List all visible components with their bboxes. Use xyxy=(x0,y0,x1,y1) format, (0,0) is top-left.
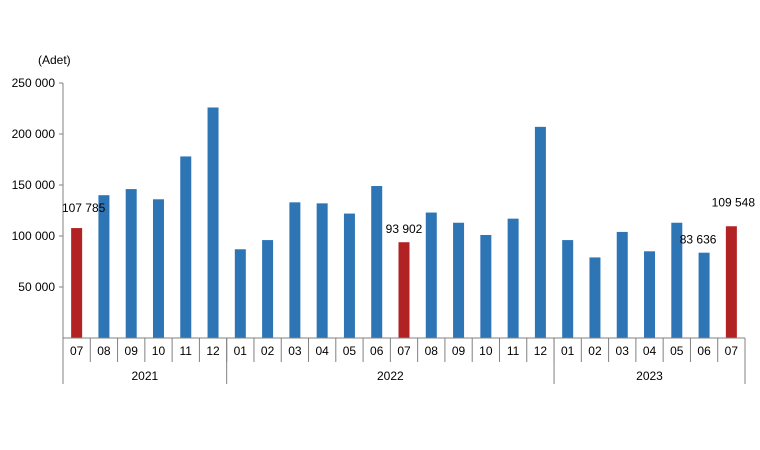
x-tick-label: 06 xyxy=(370,344,384,358)
bar xyxy=(343,213,355,338)
bar xyxy=(562,240,574,338)
bar xyxy=(425,212,437,338)
bar xyxy=(725,226,737,338)
x-tick-label: 07 xyxy=(725,344,739,358)
x-tick-label: 01 xyxy=(234,344,248,358)
x-tick-label: 05 xyxy=(343,344,357,358)
x-tick-label: 11 xyxy=(180,344,193,358)
y-tick-label: 150 000 xyxy=(12,178,56,192)
bars xyxy=(71,107,737,338)
data-label: 83 636 xyxy=(680,233,717,247)
bar xyxy=(234,249,246,338)
bar xyxy=(534,126,546,338)
bar xyxy=(453,222,465,338)
y-tick-label: 200 000 xyxy=(12,127,56,141)
bar xyxy=(98,195,110,338)
bar xyxy=(671,222,683,338)
bar xyxy=(262,240,274,338)
y-axis-unit-label: (Adet) xyxy=(38,53,71,67)
x-tick-label: 12 xyxy=(206,344,220,358)
bar xyxy=(289,202,301,338)
x-tick-label: 04 xyxy=(315,344,329,358)
x-tick-label: 06 xyxy=(697,344,711,358)
year-label: 2023 xyxy=(636,369,663,383)
data-label: 109 548 xyxy=(712,195,756,209)
bar xyxy=(589,257,601,338)
x-tick-label: 10 xyxy=(152,344,166,358)
bar xyxy=(152,199,164,338)
y-axis: 50 000 100 000 150 000 200 000 250 000 xyxy=(12,76,64,338)
x-tick-label: 12 xyxy=(534,344,548,358)
y-tick-label: 100 000 xyxy=(12,229,56,243)
x-tick-label: 02 xyxy=(261,344,275,358)
data-labels: 107 785 93 902 83 636 109 548 xyxy=(62,195,755,246)
x-tick-label: 01 xyxy=(561,344,575,358)
bar xyxy=(398,242,410,338)
bar xyxy=(180,156,192,338)
x-tick-label: 02 xyxy=(588,344,602,358)
x-tick-label: 09 xyxy=(125,344,139,358)
x-tick-label: 07 xyxy=(70,344,84,358)
bar xyxy=(507,218,519,338)
data-label: 107 785 xyxy=(62,201,106,215)
bar xyxy=(616,231,628,338)
x-axis: 07 08 09 10 11 12 01 02 03 04 05 06 07 08 09 10 11 12 01 02… xyxy=(62,337,746,384)
bar xyxy=(125,189,137,338)
bar xyxy=(698,252,710,338)
bar xyxy=(71,228,83,338)
x-tick-label: 08 xyxy=(425,344,439,358)
year-label: 2021 xyxy=(131,369,158,383)
bar xyxy=(644,251,656,338)
bar xyxy=(207,107,219,338)
x-tick-label: 05 xyxy=(670,344,684,358)
year-label: 2022 xyxy=(377,369,404,383)
x-tick-label: 08 xyxy=(97,344,111,358)
x-tick-label: 09 xyxy=(452,344,466,358)
x-tick-label: 03 xyxy=(616,344,630,358)
y-tick-label: 50 000 xyxy=(18,280,55,294)
bar xyxy=(371,186,383,338)
x-tick-label: 03 xyxy=(288,344,302,358)
bar xyxy=(316,203,328,338)
bar xyxy=(480,234,492,338)
x-tick-label: 11 xyxy=(507,344,520,358)
x-tick-label: 10 xyxy=(479,344,493,358)
y-tick-label: 250 000 xyxy=(12,76,56,90)
data-label: 93 902 xyxy=(386,222,423,236)
x-tick-label: 04 xyxy=(643,344,657,358)
x-tick-label: 07 xyxy=(397,344,411,358)
